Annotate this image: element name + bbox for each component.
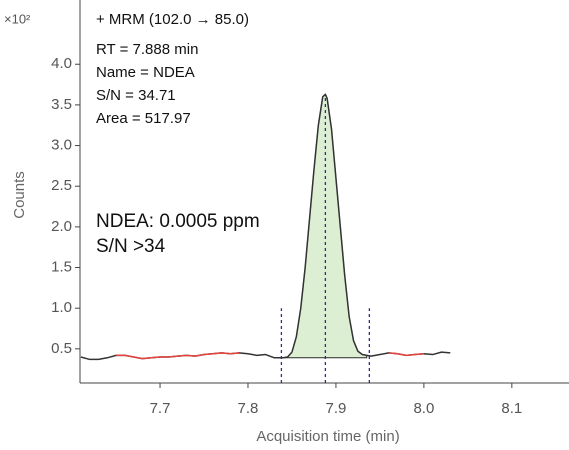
x-tick-label: 7.7: [150, 400, 171, 417]
x-axis-label: Acquisition time (min): [256, 428, 399, 445]
y-tick-label: 2.0: [51, 218, 72, 235]
y-tick-label: 4.0: [51, 55, 72, 72]
y-axis-label: Counts: [11, 171, 28, 219]
y-tick-label: 1.0: [51, 299, 72, 316]
y-tick-label: 1.5: [51, 258, 72, 275]
annotation: Name = NDEA: [96, 64, 195, 81]
x-tick-label: 8.1: [501, 400, 522, 417]
x-tick-label: 8.0: [413, 400, 434, 417]
annotation: RT = 7.888 min: [96, 41, 198, 58]
x-tick-label: 7.9: [326, 400, 347, 417]
y-tick-label: 0.5: [51, 340, 72, 357]
y-multiplier: ×10²: [4, 11, 31, 26]
annotation: S/N = 34.71: [96, 87, 176, 104]
callout: S/N >34: [96, 236, 166, 257]
y-tick-label: 3.0: [51, 137, 72, 154]
callout: NDEA: 0.0005 ppm: [96, 211, 260, 232]
x-tick-label: 7.8: [238, 400, 259, 417]
trace-line: [116, 352, 424, 360]
y-tick-label: 2.5: [51, 177, 72, 194]
annotation: Area = 517.97: [96, 110, 191, 127]
chart-title: + MRM (102.0 → 85.0): [96, 11, 249, 28]
y-tick-label: 3.5: [51, 96, 72, 113]
